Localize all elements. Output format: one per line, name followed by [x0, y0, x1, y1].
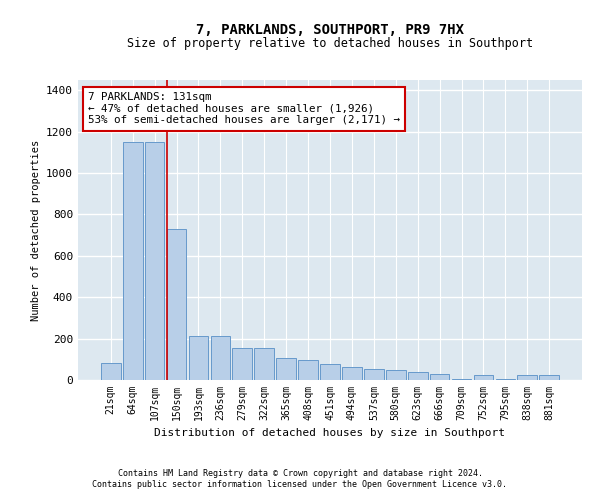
- Text: Contains HM Land Registry data © Crown copyright and database right 2024.: Contains HM Land Registry data © Crown c…: [118, 468, 482, 477]
- Bar: [517, 375, 537, 380]
- Bar: [364, 368, 384, 380]
- X-axis label: Distribution of detached houses by size in Southport: Distribution of detached houses by size …: [155, 428, 505, 438]
- Bar: [188, 336, 208, 380]
- Bar: [145, 142, 164, 380]
- Text: Contains public sector information licensed under the Open Government Licence v3: Contains public sector information licen…: [92, 480, 508, 489]
- Bar: [254, 348, 274, 380]
- Bar: [320, 364, 340, 380]
- Bar: [167, 229, 187, 380]
- Bar: [298, 360, 318, 380]
- Bar: [496, 379, 515, 380]
- Bar: [211, 336, 230, 380]
- Bar: [408, 372, 428, 380]
- Bar: [342, 366, 362, 380]
- Text: 7 PARKLANDS: 131sqm
← 47% of detached houses are smaller (1,926)
53% of semi-det: 7 PARKLANDS: 131sqm ← 47% of detached ho…: [88, 92, 400, 125]
- Bar: [473, 375, 493, 380]
- Bar: [539, 375, 559, 380]
- Bar: [452, 379, 472, 380]
- Text: 7, PARKLANDS, SOUTHPORT, PR9 7HX: 7, PARKLANDS, SOUTHPORT, PR9 7HX: [196, 22, 464, 36]
- Bar: [276, 358, 296, 380]
- Bar: [101, 364, 121, 380]
- Y-axis label: Number of detached properties: Number of detached properties: [31, 140, 41, 320]
- Text: Size of property relative to detached houses in Southport: Size of property relative to detached ho…: [127, 38, 533, 51]
- Bar: [123, 142, 143, 380]
- Bar: [386, 370, 406, 380]
- Bar: [430, 374, 449, 380]
- Bar: [232, 348, 252, 380]
